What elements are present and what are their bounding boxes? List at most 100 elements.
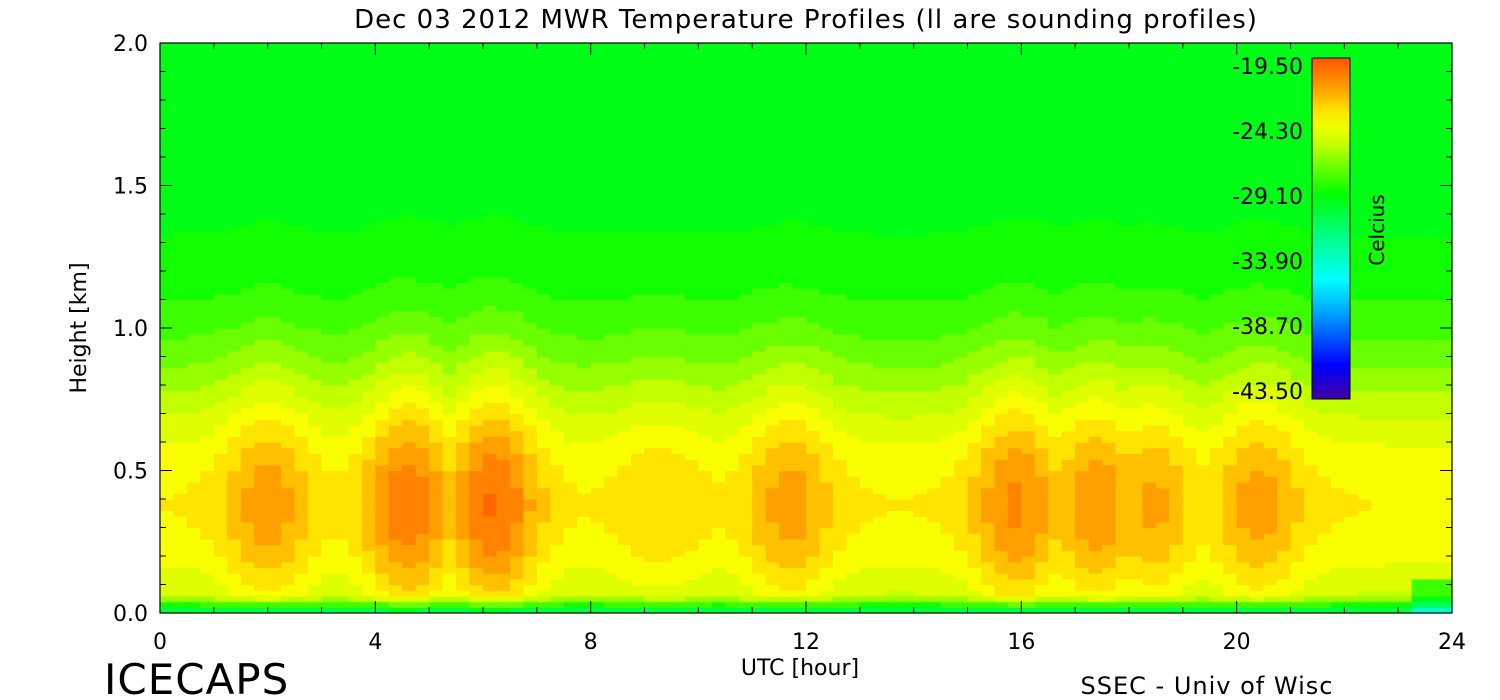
heatmap-cell bbox=[765, 48, 780, 55]
heatmap-cell bbox=[779, 305, 794, 312]
heatmap-cell bbox=[509, 373, 524, 380]
heatmap-cell bbox=[523, 413, 538, 420]
heatmap-cell bbox=[523, 208, 538, 215]
heatmap-cell bbox=[657, 139, 673, 147]
heatmap-cell bbox=[415, 111, 430, 118]
heatmap-cell bbox=[334, 196, 350, 204]
heatmap-cell bbox=[348, 442, 363, 449]
heatmap-cell bbox=[738, 122, 753, 130]
heatmap-cell bbox=[738, 162, 753, 169]
heatmap-cell bbox=[698, 185, 713, 192]
heatmap-cell bbox=[429, 100, 444, 107]
heatmap-cell bbox=[604, 464, 619, 472]
heatmap-cell bbox=[388, 447, 403, 454]
heatmap-cell bbox=[536, 521, 551, 529]
heatmap-cell bbox=[348, 117, 363, 124]
heatmap-cell bbox=[792, 253, 807, 261]
heatmap-cell bbox=[469, 191, 484, 198]
heatmap-cell bbox=[725, 54, 740, 61]
heatmap-cell bbox=[334, 236, 350, 244]
heatmap-cell bbox=[281, 174, 296, 181]
heatmap-cell bbox=[402, 390, 417, 397]
heatmap-cell bbox=[200, 516, 215, 523]
heatmap-cell bbox=[240, 185, 255, 192]
heatmap-cell bbox=[792, 561, 807, 568]
heatmap-cell bbox=[254, 65, 269, 73]
heatmap-cell bbox=[361, 385, 376, 392]
heatmap-cell bbox=[577, 299, 592, 306]
heatmap-cell bbox=[213, 248, 228, 255]
heatmap-cell bbox=[173, 94, 188, 101]
heatmap-cell bbox=[496, 305, 511, 312]
heatmap-cell bbox=[348, 373, 363, 380]
heatmap-cell bbox=[334, 333, 350, 340]
heatmap-cell bbox=[523, 459, 538, 466]
heatmap-cell bbox=[671, 122, 686, 130]
heatmap-cell bbox=[240, 561, 255, 568]
heatmap-cell bbox=[725, 111, 740, 118]
heatmap-cell bbox=[684, 561, 699, 568]
heatmap-cell bbox=[456, 607, 471, 613]
heatmap-cell bbox=[631, 510, 646, 517]
heatmap-cell bbox=[617, 111, 632, 118]
heatmap-cell bbox=[308, 436, 323, 443]
heatmap-cell bbox=[725, 527, 740, 534]
heatmap-cell bbox=[388, 208, 403, 215]
heatmap-cell bbox=[361, 396, 376, 403]
heatmap-cell bbox=[348, 174, 363, 181]
heatmap-cell bbox=[604, 94, 619, 101]
heatmap-cell bbox=[765, 499, 780, 506]
heatmap-cell bbox=[200, 253, 215, 261]
heatmap-cell bbox=[617, 65, 632, 73]
heatmap-cell bbox=[819, 151, 834, 158]
heatmap-cell bbox=[644, 567, 659, 574]
heatmap-cell bbox=[429, 65, 444, 73]
heatmap-cell bbox=[334, 253, 350, 261]
heatmap-cell bbox=[227, 219, 242, 226]
heatmap-cell bbox=[752, 356, 767, 363]
heatmap-cell bbox=[617, 385, 632, 392]
heatmap-cell bbox=[523, 544, 538, 551]
heatmap-cell bbox=[509, 402, 524, 409]
heatmap-cell bbox=[698, 350, 713, 358]
heatmap-cell bbox=[388, 105, 403, 112]
heatmap-cell bbox=[657, 379, 673, 386]
heatmap-cell bbox=[752, 65, 767, 73]
heatmap-cell bbox=[523, 100, 538, 107]
heatmap-cell bbox=[361, 310, 376, 318]
heatmap-cell bbox=[281, 442, 296, 449]
heatmap-cell bbox=[227, 345, 242, 352]
heatmap-cell bbox=[671, 453, 686, 460]
heatmap-cell bbox=[711, 367, 726, 375]
heatmap-cell bbox=[765, 88, 780, 95]
heatmap-cell bbox=[402, 584, 417, 591]
heatmap-cell bbox=[684, 105, 699, 112]
heatmap-cell bbox=[792, 419, 807, 426]
heatmap-cell bbox=[792, 168, 807, 175]
heatmap-cell bbox=[698, 139, 713, 147]
heatmap-cell bbox=[523, 607, 538, 613]
heatmap-cell bbox=[684, 464, 699, 472]
heatmap-cell bbox=[200, 453, 215, 460]
heatmap-cell bbox=[483, 464, 498, 472]
heatmap-cell bbox=[671, 219, 686, 226]
heatmap-cell bbox=[765, 442, 780, 449]
heatmap-cell bbox=[402, 77, 417, 84]
heatmap-cell bbox=[294, 367, 309, 375]
heatmap-cell bbox=[240, 242, 255, 249]
heatmap-cell bbox=[348, 65, 363, 73]
heatmap-cell bbox=[550, 299, 565, 306]
heatmap-cell bbox=[361, 225, 376, 232]
heatmap-cell bbox=[227, 521, 242, 529]
heatmap-cell bbox=[819, 379, 834, 386]
heatmap-cell bbox=[173, 527, 188, 534]
heatmap-cell bbox=[684, 179, 699, 187]
heatmap-cell bbox=[429, 185, 444, 192]
heatmap-cell bbox=[321, 447, 336, 454]
heatmap-cell bbox=[698, 561, 713, 568]
heatmap-cell bbox=[200, 538, 215, 546]
heatmap-cell bbox=[334, 464, 350, 472]
heatmap-cell bbox=[819, 407, 834, 415]
heatmap-cell bbox=[442, 493, 457, 500]
heatmap-cell bbox=[644, 328, 659, 335]
